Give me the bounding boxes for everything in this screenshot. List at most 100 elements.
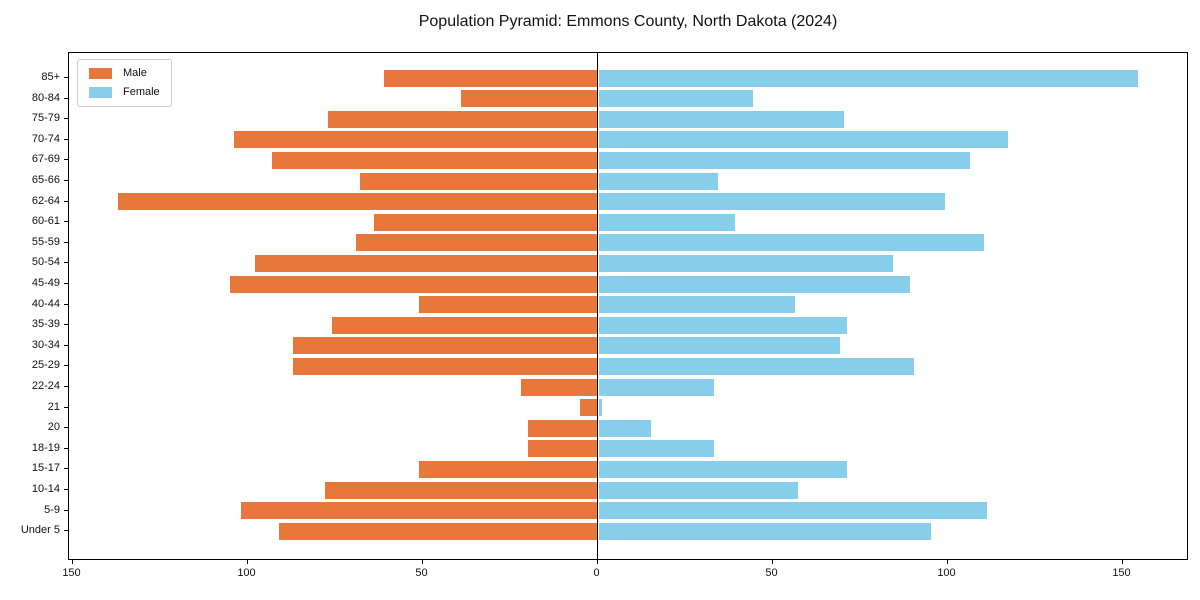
y-axis-label-55-59: 55-59 xyxy=(31,235,60,248)
y-axis-label-22-24: 22-24 xyxy=(31,380,60,392)
bar-male-62-64 xyxy=(118,193,598,211)
y-axis-tick xyxy=(64,530,68,532)
y-axis-tick xyxy=(64,118,68,120)
legend: Male Female xyxy=(77,59,172,107)
bar-male-70-74 xyxy=(233,131,598,149)
bar-male-40-44 xyxy=(419,296,598,314)
y-axis-tick xyxy=(64,221,68,223)
bar-male-under-5 xyxy=(279,522,598,540)
bar-male-15-17 xyxy=(419,460,598,478)
bar-female-18-19 xyxy=(598,440,714,458)
bar-female-40-44 xyxy=(598,296,795,314)
x-axis-tick xyxy=(1121,560,1123,564)
bar-female-65-66 xyxy=(598,172,718,190)
bar-female-62-64 xyxy=(598,193,945,211)
y-axis-tick xyxy=(64,509,68,511)
plot-area: Male Female xyxy=(68,52,1188,560)
bar-female-60-61 xyxy=(598,213,735,231)
bar-male-18-19 xyxy=(527,440,598,458)
y-axis-tick xyxy=(64,386,68,387)
x-axis-tick xyxy=(596,560,598,564)
x-axis-tick-label: 100 xyxy=(937,567,956,579)
bar-female-20 xyxy=(598,419,651,437)
bar-male-5-9 xyxy=(240,502,598,520)
y-axis-tick xyxy=(64,447,68,449)
x-axis-tick xyxy=(246,560,248,564)
y-axis-tick xyxy=(64,77,68,78)
y-axis-tick xyxy=(64,138,68,140)
bar-female-under-5 xyxy=(598,522,931,540)
y-axis-tick xyxy=(64,344,68,346)
y-axis-label-75-79: 75-79 xyxy=(31,112,60,125)
y-axis-label-20: 20 xyxy=(47,421,60,434)
y-axis-tick xyxy=(64,97,68,99)
y-axis-label-21: 21 xyxy=(47,400,60,413)
bar-female-21 xyxy=(598,399,602,417)
y-axis-tick xyxy=(64,406,68,408)
y-axis-tick xyxy=(64,159,68,161)
y-axis-label-62-64: 62-64 xyxy=(31,194,60,207)
x-axis-tick xyxy=(771,560,773,564)
bar-male-67-69 xyxy=(272,151,598,169)
bar-male-75-79 xyxy=(328,110,598,128)
legend-item-female: Female xyxy=(89,87,160,98)
y-axis-label-65-66: 65-66 xyxy=(31,174,60,186)
bar-female-85- xyxy=(598,69,1138,87)
y-axis-label-60-61: 60-61 xyxy=(31,215,60,228)
bar-female-35-39 xyxy=(598,316,847,334)
x-axis-tick xyxy=(71,560,73,564)
bar-female-15-17 xyxy=(598,460,847,478)
y-axis-tick xyxy=(64,180,68,181)
y-axis-tick xyxy=(64,283,68,284)
bar-male-45-49 xyxy=(230,275,598,293)
y-axis-label-50-54: 50-54 xyxy=(31,256,60,269)
zero-axis-line xyxy=(597,53,598,559)
bar-female-50-54 xyxy=(598,254,893,272)
bar-male-21 xyxy=(580,399,598,417)
bar-female-67-69 xyxy=(598,151,970,169)
x-axis-tick-label: 0 xyxy=(593,567,600,579)
y-axis-label-35-39: 35-39 xyxy=(31,318,60,331)
y-axis-tick xyxy=(64,468,68,470)
x-axis-tick-label: 150 xyxy=(62,567,81,579)
x-axis-tick-label: 50 xyxy=(415,567,428,579)
bar-female-55-59 xyxy=(598,234,984,252)
chart-title: Population Pyramid: Emmons County, North… xyxy=(418,13,838,30)
y-axis-label-18-19: 18-19 xyxy=(31,441,60,454)
y-axis-tick xyxy=(64,489,68,490)
bar-female-75-79 xyxy=(598,110,844,128)
x-axis-tick-label: 50 xyxy=(765,567,778,579)
bar-male-22-24 xyxy=(520,378,598,396)
bar-female-30-34 xyxy=(598,337,840,355)
bar-male-60-61 xyxy=(373,213,598,231)
bar-female-70-74 xyxy=(598,131,1008,149)
legend-label-female: Female xyxy=(123,86,160,98)
bar-male-30-34 xyxy=(293,337,598,355)
bar-male-55-59 xyxy=(356,234,598,252)
y-axis-label-80-84: 80-84 xyxy=(31,91,60,104)
y-axis-tick xyxy=(64,200,68,202)
y-axis-tick xyxy=(64,303,68,305)
bar-female-22-24 xyxy=(598,378,714,396)
y-axis-label-40-44: 40-44 xyxy=(31,297,60,310)
bar-male-20 xyxy=(527,419,598,437)
y-axis-label-under-5: Under 5 xyxy=(20,524,60,537)
y-axis-label-67-69: 67-69 xyxy=(31,153,60,166)
y-axis-label-30-34: 30-34 xyxy=(31,338,60,351)
male-color-swatch xyxy=(89,68,112,79)
y-axis-tick xyxy=(64,262,68,264)
bar-male-10-14 xyxy=(324,481,598,499)
bar-female-80-84 xyxy=(598,90,753,108)
y-axis-tick xyxy=(64,324,68,326)
x-axis-tick xyxy=(946,560,948,564)
x-axis-tick-label: 150 xyxy=(1112,567,1131,579)
bar-male-65-66 xyxy=(359,172,598,190)
bar-male-85- xyxy=(384,69,598,87)
y-axis-tick xyxy=(64,365,68,367)
legend-item-male: Male xyxy=(89,68,160,79)
y-axis-label-10-14: 10-14 xyxy=(31,483,60,495)
bar-male-25-29 xyxy=(293,357,598,375)
bar-male-35-39 xyxy=(331,316,598,334)
bar-female-10-14 xyxy=(598,481,798,499)
